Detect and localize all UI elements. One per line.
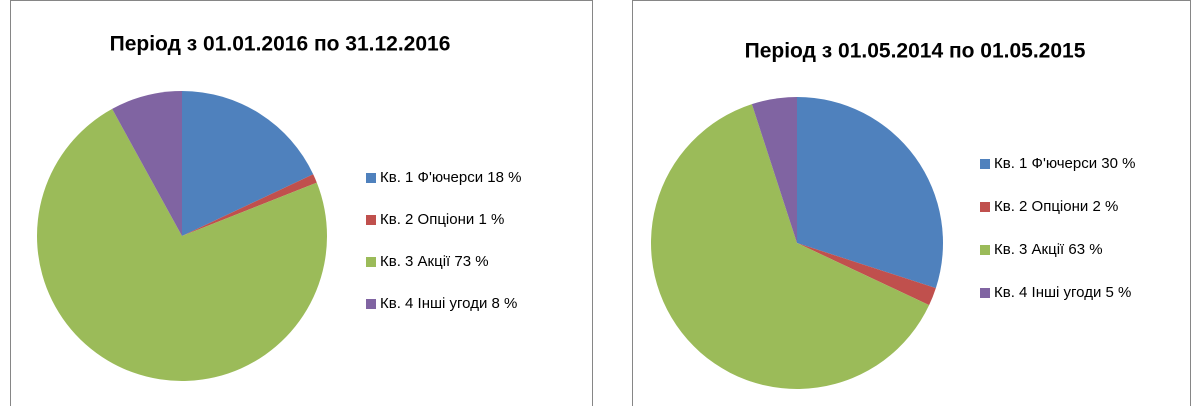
chart-frame	[632, 0, 1191, 406]
chart-frame	[10, 0, 593, 406]
legend-swatch	[366, 215, 376, 225]
pie-slice	[36, 108, 327, 382]
pie-slice	[651, 104, 930, 390]
legend-swatch	[366, 173, 376, 183]
pie-slice	[112, 91, 182, 236]
pie-slice	[182, 174, 317, 236]
legend-label: Кв. 1 Ф'ючерси 18 %	[380, 169, 521, 186]
pie-slice	[797, 97, 943, 289]
legend-label: Кв. 2 Опціони 2 %	[994, 198, 1118, 215]
legend-swatch	[980, 159, 990, 169]
pie-slice	[797, 243, 936, 306]
legend-swatch	[980, 245, 990, 255]
legend-swatch	[366, 299, 376, 309]
pie-slice	[751, 97, 797, 243]
legend-label: Кв. 4 Інші угоди 5 %	[994, 284, 1131, 301]
legend-label: Кв. 3 Акції 63 %	[994, 241, 1103, 258]
chart-title: Період з 01.01.2016 по 31.12.2016	[110, 33, 451, 56]
legend-label: Кв. 4 Інші угоди 8 %	[380, 295, 517, 312]
pie-slice	[182, 91, 314, 236]
legend-label: Кв. 3 Акції 73 %	[380, 253, 489, 270]
legend-label: Кв. 2 Опціони 1 %	[380, 211, 504, 228]
legend-swatch	[980, 202, 990, 212]
legend-swatch	[980, 288, 990, 298]
legend-swatch	[366, 257, 376, 267]
chart-title: Період з 01.05.2014 по 01.05.2015	[745, 40, 1086, 63]
legend-label: Кв. 1 Ф'ючерси 30 %	[994, 155, 1135, 172]
